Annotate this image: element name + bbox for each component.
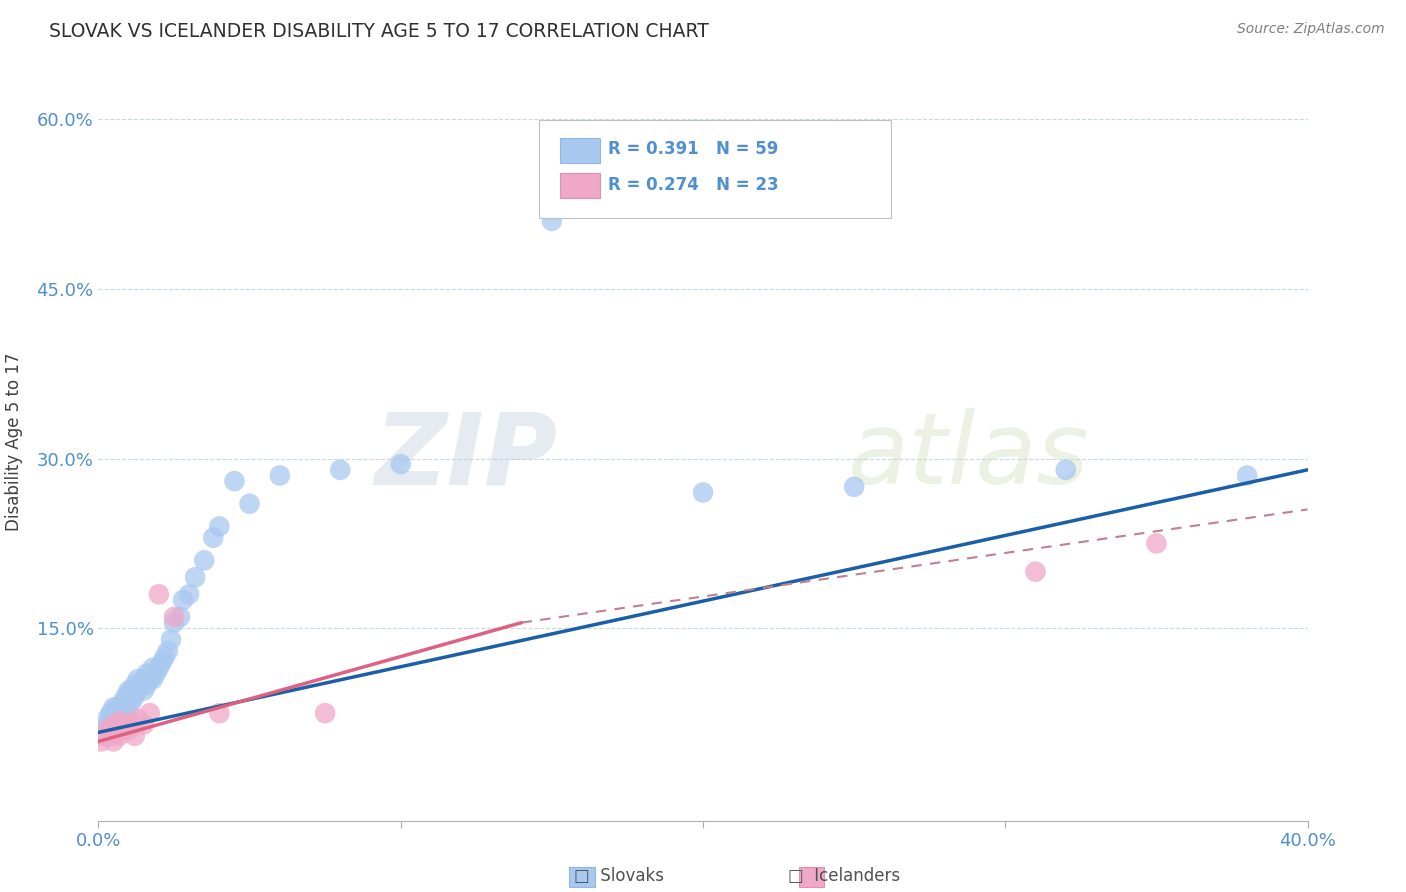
Text: ZIP: ZIP: [375, 409, 558, 505]
Point: [169, 610, 191, 624]
Point: [692, 485, 714, 500]
Point: [108, 717, 131, 731]
Point: [103, 729, 125, 743]
Point: [100, 729, 122, 743]
Point: [111, 723, 134, 738]
Point: [148, 661, 170, 675]
Point: [124, 678, 146, 692]
Point: [108, 714, 131, 728]
Point: [129, 678, 152, 692]
Point: [135, 678, 157, 692]
Point: [103, 717, 125, 731]
Point: [139, 672, 162, 686]
Point: [127, 683, 149, 698]
Point: [1024, 565, 1046, 579]
Point: [150, 655, 173, 669]
Point: [127, 672, 149, 686]
Point: [93, 723, 115, 738]
Point: [329, 463, 352, 477]
Point: [105, 712, 128, 726]
Point: [96, 717, 118, 731]
Point: [844, 480, 866, 494]
Point: [540, 214, 562, 228]
Point: [111, 712, 134, 726]
Point: [93, 729, 115, 743]
Point: [224, 474, 246, 488]
Point: [111, 695, 134, 709]
Text: R = 0.274   N = 23: R = 0.274 N = 23: [609, 176, 779, 194]
Point: [90, 729, 112, 743]
Point: [108, 703, 131, 717]
Point: [145, 666, 167, 681]
Text: Source: ZipAtlas.com: Source: ZipAtlas.com: [1237, 22, 1385, 37]
Point: [193, 553, 215, 567]
Point: [156, 644, 179, 658]
Point: [1144, 536, 1167, 550]
Point: [103, 700, 125, 714]
Point: [121, 695, 143, 709]
Text: atlas: atlas: [848, 409, 1090, 505]
Point: [121, 683, 143, 698]
Point: [124, 729, 146, 743]
Text: SLOVAK VS ICELANDER DISABILITY AGE 5 TO 17 CORRELATION CHART: SLOVAK VS ICELANDER DISABILITY AGE 5 TO …: [49, 22, 709, 41]
Point: [153, 649, 176, 664]
Y-axis label: Disability Age 5 to 17: Disability Age 5 to 17: [4, 352, 22, 531]
Point: [142, 672, 165, 686]
Point: [90, 734, 112, 748]
Point: [1054, 463, 1077, 477]
Point: [96, 723, 118, 738]
Text: □  Icelanders: □ Icelanders: [787, 867, 900, 885]
Point: [118, 683, 141, 698]
Point: [121, 717, 143, 731]
Point: [160, 632, 183, 647]
Point: [202, 531, 225, 545]
Text: R = 0.391   N = 59: R = 0.391 N = 59: [609, 140, 779, 158]
Point: [105, 700, 128, 714]
Point: [114, 717, 136, 731]
Point: [114, 700, 136, 714]
Point: [132, 683, 155, 698]
Point: [135, 666, 157, 681]
Point: [127, 712, 149, 726]
Point: [100, 706, 122, 720]
Point: [114, 689, 136, 703]
Point: [108, 729, 131, 743]
Point: [118, 695, 141, 709]
Point: [103, 717, 125, 731]
Point: [163, 615, 186, 630]
Point: [172, 593, 194, 607]
Point: [132, 672, 155, 686]
Point: [148, 587, 170, 601]
Point: [124, 689, 146, 703]
Point: [132, 717, 155, 731]
Point: [314, 706, 336, 720]
Point: [1236, 468, 1258, 483]
Point: [100, 723, 122, 738]
Point: [96, 712, 118, 726]
Point: [118, 723, 141, 738]
Point: [269, 468, 291, 483]
Point: [118, 706, 141, 720]
Point: [184, 570, 207, 584]
Point: [142, 661, 165, 675]
Point: [239, 497, 262, 511]
Point: [208, 706, 231, 720]
Point: [111, 706, 134, 720]
Point: [208, 519, 231, 533]
Point: [179, 587, 201, 601]
Text: □  Slovaks: □ Slovaks: [574, 867, 664, 885]
Point: [139, 706, 162, 720]
Point: [163, 610, 186, 624]
Point: [103, 734, 125, 748]
Point: [105, 723, 128, 738]
Point: [389, 457, 412, 471]
